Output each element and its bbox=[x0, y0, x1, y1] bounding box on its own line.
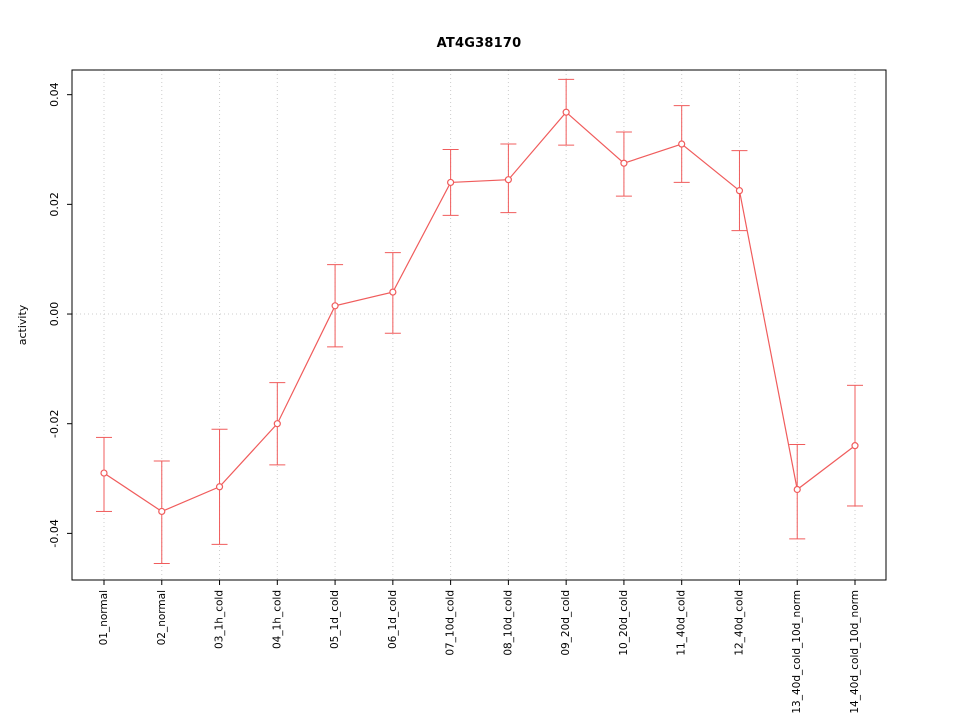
x-tick-label: 01_normal bbox=[98, 590, 110, 645]
x-tick-label: 11_40d_cold bbox=[676, 590, 688, 656]
data-point bbox=[735, 187, 744, 195]
data-point bbox=[158, 507, 166, 516]
y-axis-label: activity bbox=[16, 304, 29, 345]
gridlines bbox=[72, 70, 886, 580]
x-tick-label: 03_1h_cold bbox=[214, 590, 226, 649]
x-tick-label: 07_10d_cold bbox=[445, 590, 457, 656]
x-tick-label: 02_normal bbox=[156, 590, 168, 645]
data-point bbox=[504, 176, 512, 184]
plot-border bbox=[71, 69, 887, 581]
x-tick-label: 10_20d_cold bbox=[618, 590, 630, 656]
x-tick-label: 12_40d_cold bbox=[733, 590, 745, 656]
x-tick-label: 05_1d_cold bbox=[329, 590, 341, 649]
data-point bbox=[447, 178, 455, 187]
data-point bbox=[273, 420, 281, 428]
data-points bbox=[100, 108, 859, 516]
data-point bbox=[851, 442, 859, 450]
x-tick-label: 14_40d_cold_10d_norm bbox=[849, 590, 861, 714]
y-tick-label: -0.04 bbox=[48, 519, 61, 547]
data-point bbox=[620, 159, 628, 167]
x-tick-label: 04_1h_cold bbox=[271, 590, 283, 649]
data-point bbox=[215, 483, 224, 491]
x-axis: 01_normal 02_normal 03_1h_cold 04_1h_cold 05… bbox=[98, 580, 861, 714]
data-point bbox=[331, 302, 339, 310]
chart-title: AT4G38170 bbox=[436, 36, 522, 51]
y-tick-label: -0.02 bbox=[48, 409, 61, 437]
y-tick-label: 0.04 bbox=[48, 82, 61, 107]
data-point bbox=[793, 485, 801, 494]
y-axis: -0.04 -0.02 0.00 0.02 0.04 bbox=[48, 82, 72, 548]
x-tick-label: 08_10d_cold bbox=[502, 590, 514, 656]
x-tick-label: 06_1d_cold bbox=[387, 590, 399, 649]
data-point bbox=[389, 288, 397, 296]
data-point bbox=[678, 140, 686, 148]
x-tick-label: 09_20d_cold bbox=[560, 590, 572, 656]
series-line bbox=[103, 111, 856, 513]
data-point bbox=[100, 469, 108, 477]
x-tick-label: 13_40d_cold_10d_norm bbox=[791, 590, 803, 714]
y-tick-label: 0.00 bbox=[48, 302, 61, 327]
y-tick-label: 0.02 bbox=[48, 192, 61, 217]
data-point bbox=[562, 108, 570, 116]
